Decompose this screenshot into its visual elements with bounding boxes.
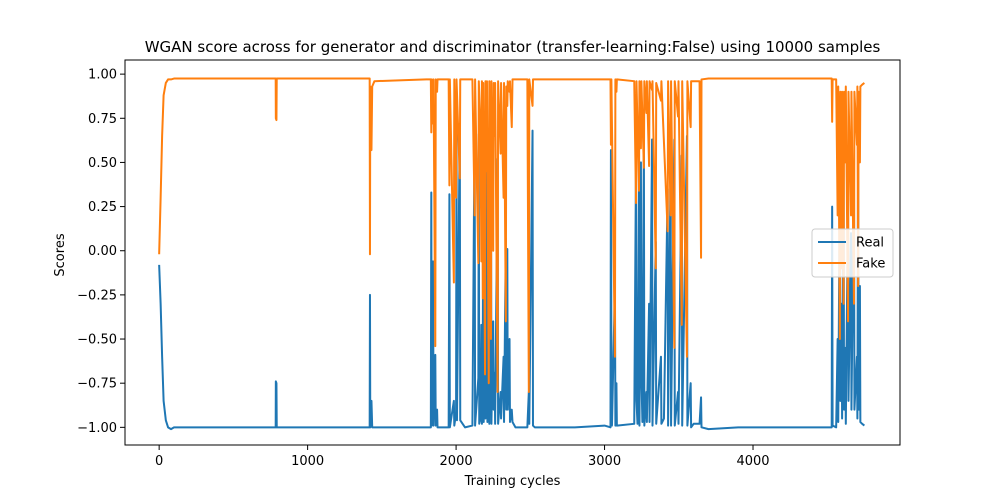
y-tick-label: 0.00 — [88, 244, 117, 259]
chart-title: WGAN score across for generator and disc… — [145, 38, 881, 56]
y-tick-label: −1.00 — [77, 421, 117, 436]
x-tick-label: 3000 — [588, 454, 621, 469]
x-tick-label: 1000 — [291, 454, 324, 469]
y-tick-label: −0.50 — [77, 333, 117, 348]
y-tick-label: 0.75 — [88, 112, 117, 127]
y-tick-label: −0.75 — [77, 377, 117, 392]
plot-frame — [124, 59, 901, 446]
legend-label-fake: Fake — [856, 257, 885, 272]
y-axis-label: Scores — [53, 233, 68, 276]
x-tick-label: 0 — [155, 454, 163, 469]
legend: Real Fake — [811, 228, 894, 278]
legend-label-real: Real — [856, 236, 884, 251]
plot-area — [158, 77, 865, 431]
y-tick-label: 0.50 — [88, 156, 117, 171]
y-tick-label: 0.25 — [88, 200, 117, 215]
y-tick-label: −0.25 — [77, 288, 117, 303]
series-line-real — [158, 120, 865, 431]
x-axis-label: Training cycles — [464, 474, 561, 489]
x-tick-label: 2000 — [440, 454, 473, 469]
series-line-fake — [158, 77, 865, 394]
axes: 0 1000 2000 3000 4000 −1.00 −0.75 −0.50 −0.25 0.0… — [77, 59, 901, 469]
x-tick-label: 4000 — [736, 454, 769, 469]
y-tick-label: 1.00 — [88, 68, 117, 83]
